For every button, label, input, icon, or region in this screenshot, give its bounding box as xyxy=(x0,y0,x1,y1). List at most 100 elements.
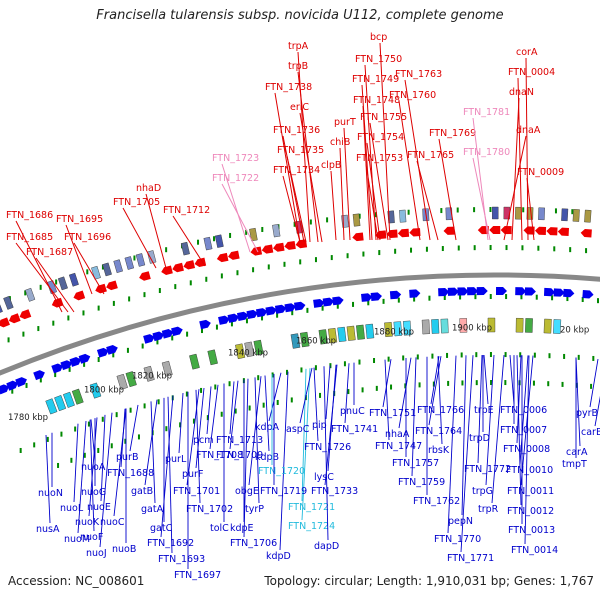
gene-label: kdpA xyxy=(255,422,280,433)
feature-tick xyxy=(532,380,535,386)
feature-block xyxy=(180,241,190,256)
gene-leader-line xyxy=(286,155,307,243)
gene-label: FTN_1722 xyxy=(212,173,259,184)
gene-leader-line xyxy=(485,354,495,486)
gene-label: rbsK xyxy=(428,445,450,456)
gene-label: FTN_1734 xyxy=(273,165,320,176)
gene-leader-line xyxy=(516,355,522,444)
feature-tick xyxy=(185,391,188,397)
feature-block xyxy=(249,227,258,242)
gene-leader-line xyxy=(229,381,235,435)
reverse-gene-arrow xyxy=(361,293,373,302)
feature-tick xyxy=(110,443,113,449)
feature-tick xyxy=(57,462,60,468)
gene-label: nuoJ xyxy=(86,548,107,559)
gene-label: trpB xyxy=(288,61,308,72)
feature-tick xyxy=(101,416,104,422)
gene-label: FTN_1708 xyxy=(196,450,243,461)
gene-label: corA xyxy=(516,47,538,58)
feature-tick xyxy=(97,305,100,311)
gene-leader-line xyxy=(366,142,381,241)
gene-leader-line xyxy=(447,355,457,534)
gene-label: FTN_1709 xyxy=(216,450,263,461)
feature-tick xyxy=(326,217,329,223)
gene-label: FTN_1724 xyxy=(288,521,335,532)
gene-label: FTN_1720 xyxy=(258,466,305,477)
feature-tick xyxy=(267,264,270,270)
gene-label: FTN_1762 xyxy=(413,496,460,507)
gene-leader-line xyxy=(264,375,270,452)
feature-tick xyxy=(157,399,160,405)
gene-leader-line xyxy=(384,359,390,441)
feature-block xyxy=(161,360,173,377)
gene-label: FTN_0009 xyxy=(517,167,564,178)
gene-label: kdpD xyxy=(266,551,291,562)
gene-leader-line xyxy=(15,220,63,313)
feature-tick xyxy=(186,331,189,337)
gene-leader-line xyxy=(297,51,311,243)
feature-tick xyxy=(179,422,182,428)
gene-label: FTN_0013 xyxy=(508,525,555,536)
gene-label: FTN_1741 xyxy=(331,424,378,435)
gene-leader-line xyxy=(129,404,139,452)
feature-tick xyxy=(314,257,317,263)
gene-leader-line xyxy=(73,423,79,503)
gene-leader-line xyxy=(330,170,337,241)
feature-tick xyxy=(443,294,446,300)
feature-tick xyxy=(460,352,463,358)
gene-label: FTN_1686 xyxy=(6,210,53,221)
feature-tick xyxy=(165,247,168,253)
feature-tick xyxy=(67,315,70,321)
feature-tick xyxy=(220,273,223,279)
feature-tick xyxy=(171,335,174,341)
gene-label: FTN_0007 xyxy=(500,425,547,436)
gene-leader-line xyxy=(301,368,311,521)
forward-gene-arrow xyxy=(0,317,10,328)
gene-leader-line xyxy=(575,357,581,447)
gene-leader-line xyxy=(382,359,392,408)
feature-tick xyxy=(585,248,588,254)
gene-label: FTN_1755 xyxy=(360,112,407,123)
feature-tick xyxy=(261,226,264,232)
reverse-gene-arrow xyxy=(171,326,183,337)
reverse-gene-arrow xyxy=(236,311,249,321)
reverse-gene-arrow xyxy=(524,287,536,296)
feature-block xyxy=(116,373,128,390)
kbp-tick-label: 1860 kbp xyxy=(296,337,336,347)
feature-tick xyxy=(346,253,349,259)
gene-label: pnuC xyxy=(340,406,365,417)
feature-block xyxy=(399,209,407,223)
feature-tick xyxy=(24,290,27,296)
feature-tick xyxy=(158,288,161,294)
forward-gene-arrow xyxy=(580,228,592,238)
gene-label: FTN_1770 xyxy=(434,534,481,545)
feature-block xyxy=(102,262,112,277)
feature-tick xyxy=(70,457,73,463)
reverse-gene-arrow xyxy=(143,334,155,344)
map-title: Francisella tularensis subsp. novicida U… xyxy=(96,8,504,23)
gene-leader-line xyxy=(491,354,505,504)
feature-block xyxy=(63,391,75,408)
gene-label: FTN_0004 xyxy=(508,67,555,78)
reverse-gene-arrow xyxy=(389,290,402,300)
feature-tick xyxy=(7,337,10,343)
feature-tick xyxy=(261,315,264,321)
reverse-gene-arrow xyxy=(152,331,165,342)
feature-block xyxy=(318,329,328,345)
gene-leader-line xyxy=(221,163,251,253)
gene-leader-line xyxy=(229,380,239,450)
feature-tick xyxy=(505,245,508,251)
gene-label: FTN_0011 xyxy=(507,486,554,497)
feature-block xyxy=(24,287,36,302)
gene-label: nhaA xyxy=(385,429,410,440)
gene-label: clpB xyxy=(321,160,341,171)
feature-block xyxy=(440,318,449,334)
gene-label: FTN_1780 xyxy=(463,147,510,158)
feature-tick xyxy=(276,312,279,318)
feature-tick xyxy=(55,279,58,285)
forward-gene-arrow xyxy=(397,228,410,238)
feature-tick xyxy=(407,209,410,215)
forward-gene-arrow xyxy=(216,252,229,263)
reverse-gene-arrow xyxy=(582,289,594,299)
